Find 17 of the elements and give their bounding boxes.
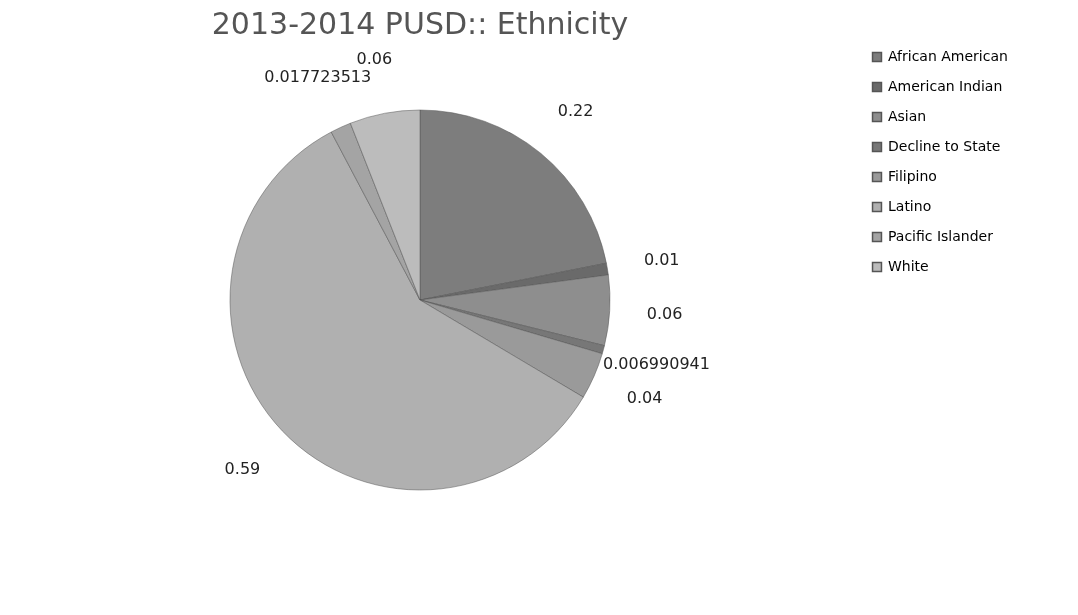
legend-label: African American xyxy=(888,48,1008,64)
legend-label: White xyxy=(888,258,929,274)
legend-label: Asian xyxy=(888,108,927,124)
legend-label: Latino xyxy=(888,198,932,214)
data-label: 0.59 xyxy=(224,458,261,478)
legend-label: Pacific Islander xyxy=(888,228,994,244)
data-label: 0.01 xyxy=(643,250,680,270)
chart-title: 2013-2014 PUSD:: Ethnicity xyxy=(211,6,629,41)
data-label: 0.017723513 xyxy=(264,67,372,87)
legend-label: Decline to State xyxy=(888,138,1001,154)
data-label: 0.22 xyxy=(557,100,594,120)
data-label: 0.06 xyxy=(356,49,393,69)
data-label: 0.04 xyxy=(626,388,663,408)
data-label: 0.006990941 xyxy=(603,354,710,374)
legend-label: Filipino xyxy=(888,168,937,184)
legend-label: American Indian xyxy=(888,78,1003,94)
data-label: 0.06 xyxy=(646,303,683,323)
